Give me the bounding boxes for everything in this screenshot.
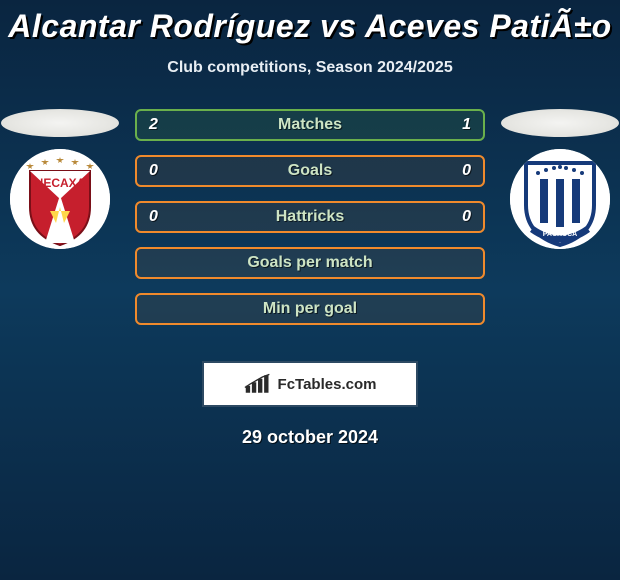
stat-row: 2 Matches 1 bbox=[135, 109, 485, 141]
stats-area: NECAXA PACHUCA bbox=[0, 109, 620, 339]
pachuca-badge-icon: PACHUCA bbox=[510, 149, 610, 249]
player-left-head-icon bbox=[1, 109, 119, 137]
svg-text:NECAXA: NECAXA bbox=[35, 176, 86, 190]
svg-text:PACHUCA: PACHUCA bbox=[543, 231, 577, 238]
stat-value-left: 2 bbox=[149, 116, 158, 134]
stat-row: Min per goal bbox=[135, 293, 485, 325]
bar-chart-icon bbox=[244, 373, 272, 395]
stat-label: Min per goal bbox=[263, 300, 357, 318]
stat-value-right: 0 bbox=[462, 208, 471, 226]
stat-value-left: 0 bbox=[149, 208, 158, 226]
stat-value-right: 1 bbox=[462, 116, 471, 134]
player-left-badge: NECAXA bbox=[10, 149, 110, 249]
stat-row: 0 Goals 0 bbox=[135, 155, 485, 187]
subtitle: Club competitions, Season 2024/2025 bbox=[0, 59, 620, 77]
branding-badge: FcTables.com bbox=[202, 361, 418, 407]
player-right-badge: PACHUCA bbox=[510, 149, 610, 249]
stat-value-right: 0 bbox=[462, 162, 471, 180]
card-root: Alcantar Rodríguez vs Aceves PatiÃ±o Clu… bbox=[0, 0, 620, 580]
player-right-head-icon bbox=[501, 109, 619, 137]
stat-label: Goals bbox=[288, 162, 332, 180]
page-title: Alcantar Rodríguez vs Aceves PatiÃ±o bbox=[0, 0, 620, 45]
stat-row: 0 Hattricks 0 bbox=[135, 201, 485, 233]
stat-label: Matches bbox=[278, 116, 342, 134]
branding-text: FcTables.com bbox=[278, 376, 377, 393]
stat-rows: 2 Matches 1 0 Goals 0 0 Hattricks 0 Goals per mat… bbox=[135, 109, 485, 325]
date-text: 29 october 2024 bbox=[0, 427, 620, 448]
stat-row: Goals per match bbox=[135, 247, 485, 279]
stat-value-left: 0 bbox=[149, 162, 158, 180]
necaxa-badge-icon: NECAXA bbox=[10, 149, 110, 249]
player-right: PACHUCA bbox=[500, 109, 620, 249]
stat-label: Goals per match bbox=[247, 254, 372, 272]
player-left: NECAXA bbox=[0, 109, 120, 249]
stat-label: Hattricks bbox=[276, 208, 344, 226]
